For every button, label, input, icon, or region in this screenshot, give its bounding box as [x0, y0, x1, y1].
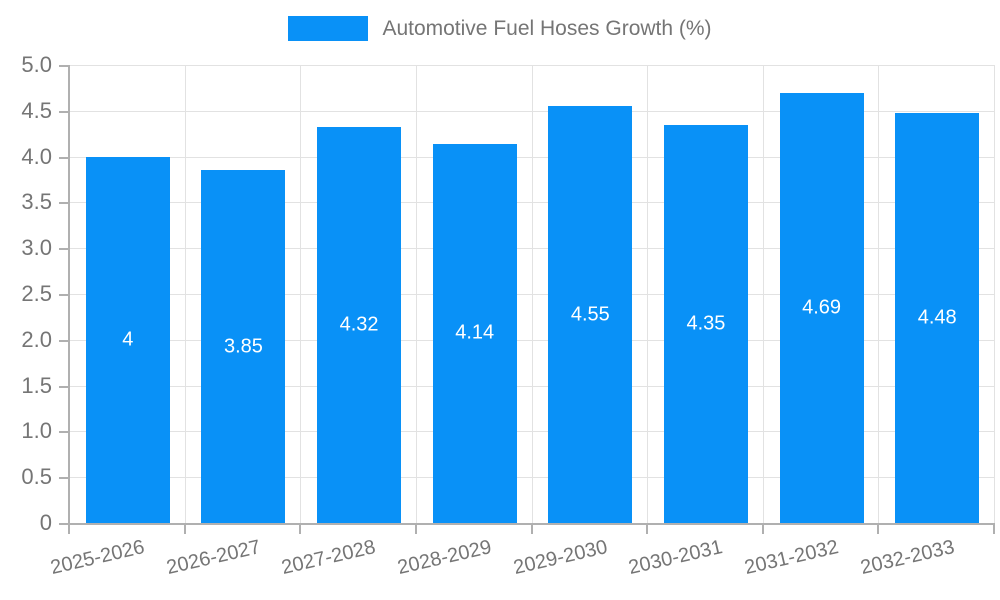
- bar-value-label: 4.69: [802, 296, 842, 319]
- plot-area: 4 3.85 4.32 4.14 4.55 4.35 4.69 4.48: [68, 65, 995, 525]
- x-tick-mark: [68, 524, 70, 534]
- v-gridline: [647, 65, 649, 523]
- h-gridline: [70, 431, 995, 433]
- y-tick-mark: [59, 431, 68, 434]
- bar-value-label: 4.55: [570, 303, 610, 326]
- bar-2026-2027[interactable]: 3.85: [201, 170, 286, 523]
- bar-value-label: 4.14: [455, 321, 495, 344]
- y-tick-mark: [59, 110, 68, 113]
- h-gridline: [70, 202, 995, 204]
- y-tick-label: 5.0: [21, 52, 52, 77]
- v-gridline: [994, 65, 995, 523]
- h-gridline: [70, 110, 995, 112]
- y-tick-label: 0: [39, 510, 52, 535]
- h-gridline: [70, 248, 995, 250]
- x-tick-mark: [530, 524, 533, 534]
- bar-2030-2031[interactable]: 4.35: [663, 124, 748, 523]
- y-tick-label: 2.0: [21, 326, 52, 352]
- x-tick-mark: [877, 524, 880, 534]
- x-tick-mark: [299, 524, 302, 534]
- h-gridline: [70, 385, 995, 387]
- h-gridline: [70, 294, 995, 295]
- bar-2027-2028[interactable]: 4.32: [317, 127, 402, 523]
- x-tick-label: 2025-2026: [48, 536, 147, 579]
- legend-label: Automotive Fuel Hoses Growth (%): [382, 16, 712, 40]
- y-tick-mark: [59, 248, 68, 251]
- x-tick-label: 2027-2028: [279, 536, 379, 579]
- x-tick-label: 2030-2031: [626, 536, 725, 579]
- y-tick-label: 1.0: [21, 418, 52, 444]
- y-tick-label: 3.5: [21, 189, 52, 215]
- y-tick-mark: [59, 477, 68, 480]
- x-tick-label: 2026-2027: [164, 536, 263, 579]
- bar-value-label: 3.85: [223, 335, 263, 358]
- y-tick-label: 0.5: [21, 464, 52, 490]
- y-tick-label: 1.5: [21, 372, 52, 398]
- y-tick-mark: [59, 523, 68, 525]
- v-gridline: [762, 65, 764, 523]
- bar-2029-2030[interactable]: 4.55: [548, 106, 633, 523]
- x-tick-label: 2032-2033: [857, 536, 957, 579]
- bar-value-label: 4.32: [339, 313, 379, 336]
- v-gridline: [184, 65, 186, 523]
- y-tick-label: 2.5: [21, 281, 52, 306]
- h-gridline: [70, 477, 995, 479]
- x-tick-label: 2028-2029: [395, 536, 494, 579]
- v-gridline: [531, 65, 533, 523]
- y-tick-mark: [59, 202, 68, 205]
- v-gridline: [878, 65, 880, 523]
- x-tick-mark: [761, 524, 764, 534]
- bar-2025-2026[interactable]: 4: [85, 156, 170, 523]
- legend[interactable]: Automotive Fuel Hoses Growth (%): [0, 16, 1000, 41]
- x-tick-label: 2031-2032: [742, 536, 841, 579]
- h-gridline: [70, 156, 995, 158]
- bar-value-label: 4.35: [686, 312, 726, 335]
- x-tick-label: 2029-2030: [511, 536, 610, 579]
- h-gridline: [70, 339, 995, 341]
- y-tick-label: 4.0: [21, 143, 52, 169]
- v-gridline: [300, 65, 302, 523]
- bar-2028-2029[interactable]: 4.14: [432, 143, 517, 523]
- legend-swatch-icon: [288, 16, 369, 41]
- x-tick-mark: [183, 524, 186, 534]
- y-tick-mark: [59, 339, 68, 342]
- y-tick-mark: [59, 65, 68, 67]
- x-tick-mark: [993, 524, 995, 534]
- bar-2031-2032[interactable]: 4.69: [779, 93, 864, 523]
- y-tick-mark: [59, 294, 68, 296]
- y-tick-label: 4.5: [21, 97, 52, 123]
- y-tick-mark: [59, 156, 68, 159]
- x-tick-mark: [414, 524, 417, 534]
- y-tick-mark: [59, 385, 68, 388]
- x-tick-mark: [646, 524, 649, 534]
- bar-value-label: 4.48: [917, 306, 957, 329]
- y-tick-label: 3.0: [21, 235, 52, 261]
- bar-2032-2033[interactable]: 4.48: [895, 112, 980, 523]
- v-gridline: [415, 65, 417, 523]
- bar-value-label: 4: [122, 328, 134, 351]
- h-gridline: [70, 65, 995, 66]
